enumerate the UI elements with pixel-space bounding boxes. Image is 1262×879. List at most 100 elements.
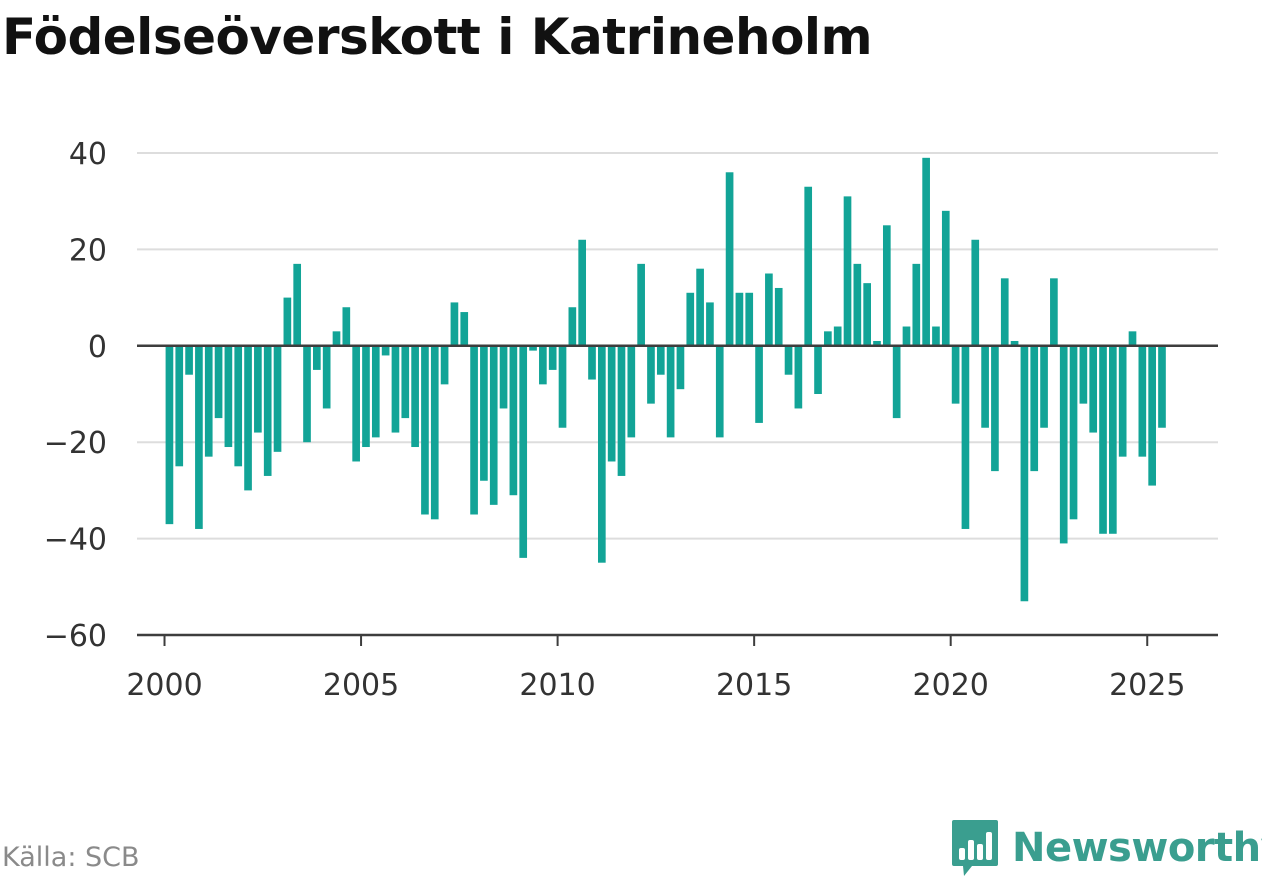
bar [578,239,587,346]
axes-group [137,344,1218,646]
bar [1030,345,1039,472]
bar [755,345,763,423]
bar [204,345,213,457]
newsworthy-logo[interactable]: Newsworthy [950,818,1262,878]
bar [185,345,193,375]
x-tick-label: 2020 [913,668,989,703]
bar [489,345,498,505]
y-tick-label: 0 [88,330,107,365]
bar [676,345,685,390]
bar [322,345,331,409]
bar [1099,345,1107,534]
bar [509,345,518,496]
bar [961,345,970,529]
bar [706,302,714,346]
bar [175,345,184,467]
bar [696,268,704,346]
bar [902,326,911,346]
bar [725,172,734,346]
bar [1128,331,1137,346]
bar [568,307,577,346]
bar [342,307,351,346]
bar [224,345,233,448]
bar [1089,345,1098,433]
bar [882,225,891,346]
bar [440,345,449,385]
bar [794,345,803,409]
bar [588,345,596,380]
y-tick-label: −20 [44,426,107,461]
bar [873,340,881,346]
bar [1138,345,1147,457]
y-tick-label: 20 [69,233,107,268]
bar [863,283,871,346]
bar [1148,345,1156,486]
bar [617,345,626,476]
bar [411,345,419,448]
bar [981,345,989,428]
bar [480,345,488,481]
bar [922,157,930,346]
bar [991,345,999,472]
bar [656,345,665,375]
bar [1118,345,1127,457]
bar [401,345,410,419]
bar [627,345,636,438]
newsworthy-logo-icon [952,820,998,876]
bar [529,345,537,351]
bar [765,273,773,346]
bar [548,345,557,370]
source-label: Källa: SCB [2,842,140,873]
bar [362,345,370,448]
bar [195,345,203,529]
bar [1158,345,1166,428]
bar [1069,345,1078,520]
bar [745,292,754,346]
bar [951,345,960,404]
bar [1010,340,1019,346]
bar [470,345,478,515]
bar [647,345,655,404]
bar [853,263,862,346]
bar [843,196,852,346]
bar [824,331,832,346]
x-axis-tick-labels: 2000 2005 2010 2015 2020 2025 [126,668,1185,703]
bar [1020,345,1029,602]
bar [499,345,508,409]
bar [607,345,616,462]
x-tick-label: 2005 [323,668,399,703]
bar [519,345,528,558]
bar [941,210,950,346]
bar [774,287,783,346]
bar [391,345,400,433]
bars-group [165,157,1166,602]
bar [784,345,793,375]
bar [214,345,223,419]
bar [892,345,901,419]
x-tick-label: 2025 [1109,668,1185,703]
bar [421,345,429,515]
bar [371,345,380,438]
bar [804,186,813,346]
bar [833,326,842,346]
bar [597,345,606,563]
bar [1059,345,1068,544]
bar [715,345,724,438]
bar [637,263,645,346]
bar [381,345,390,356]
bar [460,312,469,346]
y-tick-label: −40 [44,523,107,558]
bar [332,331,341,346]
bar [303,345,311,443]
bar [283,297,292,346]
bar [1000,278,1009,346]
bar [450,302,459,346]
y-axis-tick-labels: 40 20 0 −20 −40 −60 [44,137,107,654]
bar [666,345,675,438]
x-tick-label: 2015 [716,668,792,703]
bar [430,345,439,520]
bar [971,239,980,346]
bar [244,345,252,491]
bar [932,326,940,346]
bar [1050,278,1058,346]
